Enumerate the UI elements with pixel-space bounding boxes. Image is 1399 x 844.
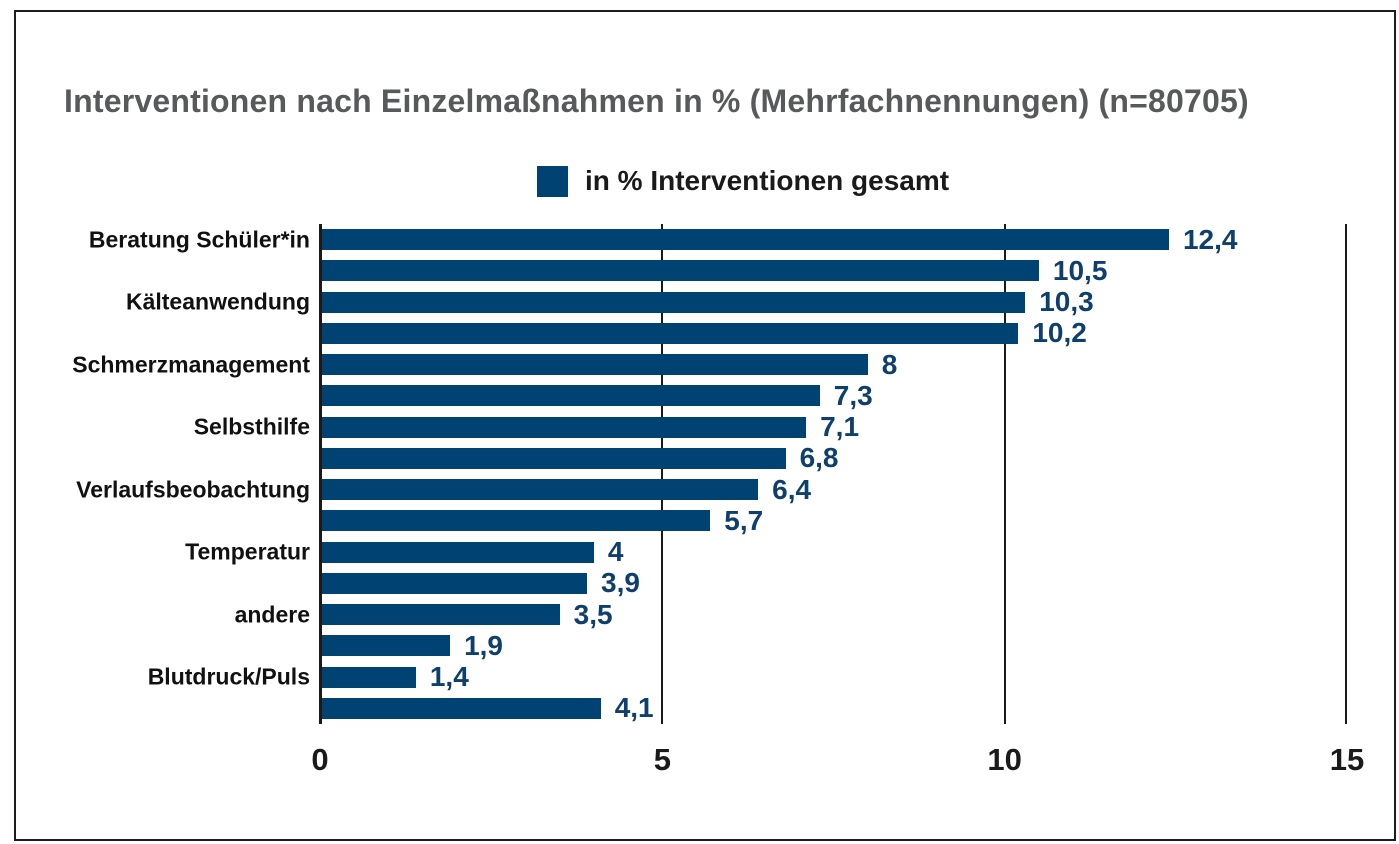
- category-label: Kälteanwendung: [125, 288, 310, 315]
- bar-row-5: 7,3: [320, 380, 1347, 411]
- bar: [320, 604, 560, 625]
- bar-row-12: andere 3,5: [235, 598, 1347, 630]
- chart-title: Interventionen nach Einzelmaßnahmen in %…: [64, 83, 1249, 119]
- bar-row-3: 10,2: [320, 317, 1347, 349]
- x-tick-label-10: 10: [987, 742, 1022, 777]
- bar: [320, 697, 601, 719]
- value-label: 10,3: [1039, 286, 1094, 318]
- bar-row-11: 3,9: [320, 567, 1347, 599]
- bar: [320, 510, 711, 532]
- bar-row-9: 5,7: [320, 505, 1347, 536]
- gridline-10: [1003, 224, 1006, 724]
- category-label: Blutdruck/Puls: [147, 663, 310, 690]
- bar: [320, 416, 807, 438]
- x-axis: 0 5 10 15: [311, 742, 1364, 792]
- value-label: 6,8: [799, 442, 839, 474]
- x-tick-label-15: 15: [1329, 742, 1365, 777]
- value-label: 10,2: [1032, 317, 1087, 349]
- bar: [320, 447, 786, 469]
- value-label: 4: [607, 536, 624, 568]
- value-label: 6,4: [772, 473, 812, 505]
- value-label: 5,7: [724, 504, 764, 536]
- value-label: 10,5: [1052, 254, 1108, 286]
- value-label: 7,3: [833, 379, 873, 411]
- value-label: 3,9: [601, 567, 640, 599]
- bar-row-0: Beratung Schüler*in 12,4: [89, 223, 1347, 255]
- bar: [320, 229, 1169, 250]
- bar: [320, 572, 588, 594]
- category-label: Schmerzmanagement: [72, 351, 310, 378]
- x-tick-label-0: 0: [311, 742, 329, 777]
- bar-row-13: 1,9: [320, 630, 1347, 661]
- bar: [320, 541, 594, 563]
- bar-row-7: 6,8: [320, 442, 1347, 474]
- y-axis-line: [319, 224, 322, 724]
- legend-swatch-icon: [537, 165, 568, 197]
- category-label: Verlaufsbeobachtung: [76, 476, 310, 503]
- bar: [320, 479, 759, 500]
- bar-row-8: Verlaufsbeobachtung 6,4: [76, 473, 1347, 505]
- bar: [320, 354, 868, 375]
- bar: [320, 635, 451, 657]
- plot-area: Beratung Schüler*in 12,4 10,5 Kälteanwendun…: [72, 223, 1347, 724]
- x-tick-label-5: 5: [653, 742, 671, 777]
- value-label: 12,4: [1182, 223, 1238, 255]
- bar: [320, 260, 1039, 282]
- bar: [320, 322, 1019, 344]
- value-label: 8: [881, 348, 898, 380]
- gridline-15: [1345, 224, 1347, 724]
- bar: [320, 291, 1026, 313]
- legend-label: in % Interventionen gesamt: [585, 165, 950, 196]
- category-label: Beratung Schüler*in: [88, 226, 310, 253]
- bar-row-15: 4,1: [320, 692, 1347, 724]
- bar-row-1: 10,5: [320, 255, 1347, 286]
- bar: [320, 666, 416, 688]
- value-label: 4,1: [614, 692, 654, 724]
- bar-row-10: Temperatur 4: [185, 536, 1347, 568]
- category-label: Temperatur: [185, 538, 310, 565]
- bar-row-2: Kälteanwendung 10,3: [126, 286, 1347, 318]
- value-label: 1,4: [429, 661, 469, 693]
- bar: [320, 385, 820, 407]
- value-label: 3,5: [573, 598, 613, 630]
- value-label: 7,1: [820, 411, 860, 443]
- category-label: andere: [234, 601, 310, 628]
- bar-rows: Beratung Schüler*in 12,4 10,5 Kälteanwendun…: [72, 223, 1347, 724]
- bar-row-14: Blutdruck/Puls 1,4: [148, 661, 1347, 693]
- value-label: 1,9: [464, 629, 504, 661]
- chart-frame: Interventionen nach Einzelmaßnahmen in %…: [14, 10, 1396, 841]
- category-label: Selbsthilfe: [193, 413, 310, 440]
- bar-row-6: Selbsthilfe 7,1: [194, 411, 1347, 443]
- bar-row-4: Schmerzmanagement 8: [72, 348, 1347, 380]
- gridline-5: [661, 224, 664, 724]
- legend: in % Interventionen gesamt: [537, 165, 949, 197]
